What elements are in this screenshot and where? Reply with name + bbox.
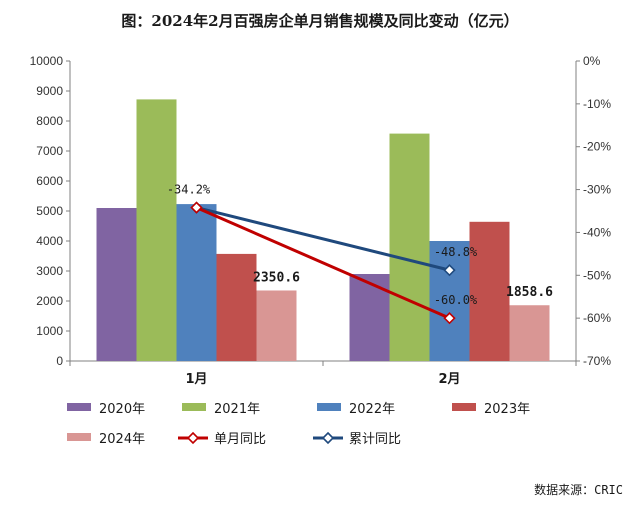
legend-label: 累计同比 [349, 432, 401, 447]
left-tick-label: 4000 [36, 234, 63, 248]
source-note: 数据来源：CRIC [534, 482, 623, 497]
right-tick-label: -50% [583, 268, 611, 282]
right-tick-label: 0% [583, 54, 601, 68]
right-tick-label: -10% [583, 97, 611, 111]
left-tick-label: 7000 [36, 144, 63, 158]
bar [136, 99, 177, 362]
legend-swatch [67, 403, 91, 411]
series-line [195, 206, 451, 320]
line-point [190, 201, 203, 214]
legend-label: 2024年 [99, 432, 145, 447]
bar [349, 274, 390, 361]
line-point [443, 312, 456, 325]
legend: 2020年 2021年 2022年 2023年 2024年 单月同比 累计同比 [67, 402, 530, 447]
legend-swatch [452, 403, 476, 411]
x-tick-label: 1月 [185, 372, 207, 387]
left-tick-label: 10000 [30, 54, 64, 68]
line-value-label: -34.2% [167, 183, 211, 197]
bar [429, 241, 470, 361]
left-tick-label: 1000 [36, 324, 63, 338]
bar [389, 133, 430, 361]
right-tick-label: -60% [583, 311, 611, 325]
legend-label: 2023年 [484, 402, 530, 417]
right-tick-label: -30% [583, 183, 611, 197]
legend-swatch [182, 403, 206, 411]
bar-value-label: 2350.6 [253, 270, 300, 285]
line-point [443, 264, 456, 277]
right-tick-label: -20% [583, 140, 611, 154]
legend-marker [186, 431, 200, 445]
right-tick-label: -70% [583, 354, 611, 368]
left-tick-label: 0 [56, 354, 63, 368]
legend-marker [321, 431, 335, 445]
bars [96, 99, 550, 362]
bar-value-label: 1858.6 [506, 285, 553, 300]
bar [256, 290, 297, 361]
left-tick-label: 5000 [36, 204, 63, 218]
lines [190, 201, 456, 325]
x-tick-label: 2月 [438, 372, 460, 387]
legend-swatch [317, 403, 341, 411]
left-tick-label: 2000 [36, 294, 63, 308]
legend-label: 2020年 [99, 402, 145, 417]
left-tick-label: 3000 [36, 264, 63, 278]
right-tick-label: -40% [583, 225, 611, 239]
legend-swatch [67, 433, 91, 441]
left-tick-label: 6000 [36, 174, 63, 188]
line-value-label: -48.8% [434, 245, 478, 259]
axes: 0 1000 2000 3000 4000 5000 6000 7000 8000 9000 100… [30, 54, 612, 387]
bar [509, 305, 550, 361]
bar [469, 221, 510, 361]
left-tick-label: 9000 [36, 84, 63, 98]
bar [216, 253, 257, 361]
legend-label: 2021年 [214, 402, 260, 417]
line-value-label: -60.0% [434, 293, 478, 307]
left-tick-label: 8000 [36, 114, 63, 128]
bar [96, 208, 137, 361]
chart-title: 图：2024年2月百强房企单月销售规模及同比变动（亿元） [121, 12, 518, 30]
legend-label: 单月同比 [214, 432, 266, 447]
legend-label: 2022年 [349, 402, 395, 417]
series-line [196, 206, 450, 272]
bar [176, 204, 217, 361]
labels: 2350.6 1858.6 -34.2% -60.0% -48.8% [167, 183, 553, 308]
